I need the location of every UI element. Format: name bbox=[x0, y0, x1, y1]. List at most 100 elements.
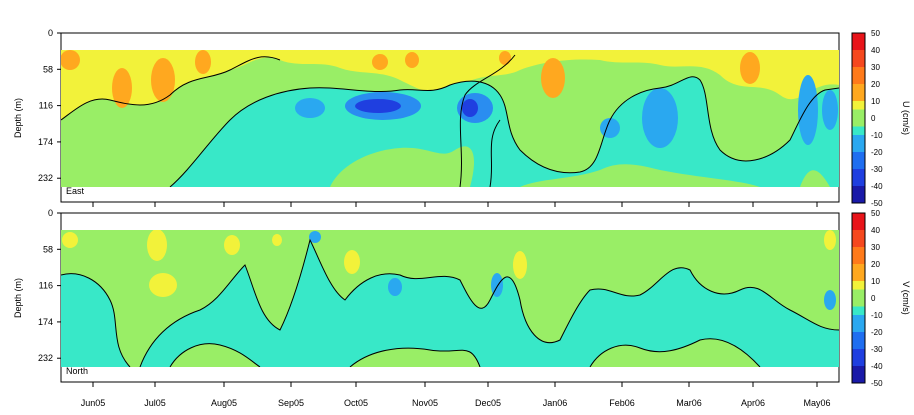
north-axis-ticks: 0 58 116 174 232 bbox=[38, 208, 818, 387]
x-tick-label: Dec05 bbox=[475, 398, 501, 408]
north-negative-region-1 bbox=[61, 273, 130, 367]
x-tick-label: Apr06 bbox=[741, 398, 765, 408]
north-yellow-core-3 bbox=[62, 232, 78, 248]
east-panel-label: East bbox=[66, 186, 85, 196]
north-zero-contour bbox=[61, 238, 839, 367]
colorbar-band bbox=[852, 247, 865, 264]
east-orange-core-2 bbox=[112, 68, 132, 108]
colorbar-tick-label: 10 bbox=[871, 97, 880, 106]
colorbar-band bbox=[852, 169, 865, 186]
colorbar-tick-label: 0 bbox=[871, 114, 876, 123]
colorbar-band bbox=[852, 289, 865, 307]
y-tick-label: 116 bbox=[39, 101, 53, 111]
east-zero-contour bbox=[61, 56, 839, 187]
colorbar-band bbox=[852, 366, 865, 383]
y-tick-label: 174 bbox=[38, 317, 53, 327]
colorbar-tick-label: 30 bbox=[871, 243, 880, 252]
colorbar-tick-label: 20 bbox=[871, 80, 880, 89]
north-blue-core-4 bbox=[824, 290, 836, 310]
colorbar-band bbox=[852, 349, 865, 366]
north-colorbar: 50 40 30 20 10 0 -10 -20 -30 -40 -50 bbox=[851, 209, 883, 388]
east-orange-core-4 bbox=[195, 50, 211, 74]
north-panel: North Depth (m) 0 58 116 174 232 bbox=[13, 208, 840, 387]
east-colorbar-label: U (cm/s) bbox=[901, 101, 911, 135]
colorbar-tick-label: -10 bbox=[871, 131, 883, 140]
colorbar-tick-label: -50 bbox=[871, 199, 883, 208]
colorbar-tick-label: 50 bbox=[871, 209, 880, 218]
colorbar-band bbox=[852, 84, 865, 101]
colorbar-tick-label: -50 bbox=[871, 379, 883, 388]
colorbar-tick-label: -40 bbox=[871, 362, 883, 371]
colorbar-tick-label: 30 bbox=[871, 63, 880, 72]
east-field bbox=[61, 50, 839, 187]
east-blue-core-may bbox=[798, 75, 818, 145]
east-darkblue-core-oct bbox=[355, 99, 401, 113]
north-yellow-core-2 bbox=[149, 273, 177, 297]
y-tick-label: 0 bbox=[48, 208, 53, 218]
north-yellow-core-6 bbox=[513, 251, 527, 279]
x-tick-labels: Jun05 Jul05 Aug05 Sep05 Oct05 Nov05 Dec05 Jan06… bbox=[81, 398, 831, 408]
east-orange-core-1 bbox=[61, 50, 80, 70]
east-colorbar: 50 40 30 20 10 0 -10 -20 -30 -40 -50 bbox=[851, 29, 883, 208]
y-tick-label: 58 bbox=[43, 64, 53, 74]
east-orange-core-6 bbox=[740, 52, 760, 84]
north-field bbox=[61, 230, 839, 367]
colorbar-tick-label: 40 bbox=[871, 46, 880, 55]
x-tick-label: May06 bbox=[803, 398, 830, 408]
east-panel: East Depth (m) 0 58 116 174 232 bbox=[13, 28, 840, 207]
colorbar-band bbox=[852, 67, 865, 84]
north-negative-region-2 bbox=[140, 240, 839, 367]
colorbar-tick-label: 40 bbox=[871, 226, 880, 235]
north-yellow-core-4 bbox=[224, 235, 240, 255]
north-yellow-core-8 bbox=[272, 234, 282, 246]
east-orange-core-9 bbox=[499, 51, 511, 65]
x-tick-label: Mar06 bbox=[676, 398, 702, 408]
north-blue-core-3 bbox=[309, 231, 321, 243]
y-tick-label: 116 bbox=[39, 281, 53, 291]
colorbar-frame bbox=[851, 32, 866, 204]
colorbar-band bbox=[852, 152, 865, 169]
colorbar-tick-label: -20 bbox=[871, 328, 883, 337]
colorbar-tick-label: 50 bbox=[871, 29, 880, 38]
x-tick-label: Nov05 bbox=[412, 398, 438, 408]
x-tick-label: Jun05 bbox=[81, 398, 106, 408]
north-neutral-inset-1 bbox=[170, 343, 260, 367]
east-blue-core-feb bbox=[642, 88, 678, 148]
east-orange-core-5 bbox=[541, 58, 565, 98]
x-tick-label: Jul05 bbox=[144, 398, 166, 408]
colorbar-band bbox=[852, 332, 865, 349]
east-orange-core-3 bbox=[151, 58, 175, 102]
colorbar-tick-label: 0 bbox=[871, 294, 876, 303]
colorbar-tick-label: -20 bbox=[871, 148, 883, 157]
north-yellow-core-5 bbox=[344, 250, 360, 274]
north-colorbar-label: V (cm/s) bbox=[901, 281, 911, 315]
east-neutral-inset bbox=[330, 146, 475, 187]
colorbar-frame bbox=[851, 212, 866, 384]
colorbar-band bbox=[852, 109, 865, 127]
east-blue-core-sep bbox=[295, 98, 325, 118]
north-blue-core-2 bbox=[491, 273, 503, 297]
y-tick-label: 174 bbox=[38, 137, 53, 147]
north-yellow-core-7 bbox=[824, 230, 836, 250]
north-neutral-inset-2 bbox=[350, 348, 480, 367]
east-orange-core-7 bbox=[372, 54, 388, 70]
east-axis-ticks: 0 58 116 174 232 bbox=[38, 28, 818, 207]
north-neutral-inset-3 bbox=[590, 338, 760, 367]
north-yellow-core-1 bbox=[147, 230, 167, 261]
east-blue-core-may-2 bbox=[822, 90, 838, 130]
colorbar-band bbox=[852, 135, 865, 152]
colorbar-band bbox=[852, 264, 865, 281]
colorbar-band bbox=[852, 230, 865, 247]
colorbar-band bbox=[852, 186, 865, 203]
colorbar-band bbox=[852, 315, 865, 332]
colorbar-band bbox=[852, 50, 865, 67]
colorbar-tick-label: -40 bbox=[871, 182, 883, 191]
east-orange-core-8 bbox=[405, 52, 419, 68]
north-ylabel: Depth (m) bbox=[13, 278, 23, 318]
colorbar-tick-label: -30 bbox=[871, 345, 883, 354]
y-tick-label: 232 bbox=[38, 173, 53, 183]
x-tick-label: Sep05 bbox=[278, 398, 304, 408]
colorbar-tick-label: -30 bbox=[871, 165, 883, 174]
north-panel-label: North bbox=[66, 366, 88, 376]
